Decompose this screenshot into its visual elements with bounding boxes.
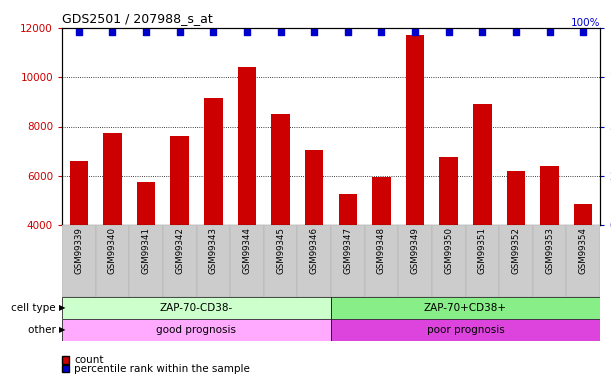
- Bar: [62, 225, 96, 297]
- Bar: [331, 319, 600, 341]
- Bar: [197, 225, 230, 297]
- Text: poor prognosis: poor prognosis: [426, 325, 504, 335]
- Text: GSM99351: GSM99351: [478, 227, 487, 274]
- Bar: [338, 194, 357, 324]
- Point: [74, 29, 84, 35]
- Bar: [264, 225, 298, 297]
- Bar: [365, 225, 398, 297]
- Bar: [566, 225, 600, 297]
- Text: ▶: ▶: [59, 303, 65, 312]
- Text: GSM99353: GSM99353: [545, 227, 554, 274]
- Bar: [204, 98, 222, 324]
- Text: GSM99340: GSM99340: [108, 227, 117, 274]
- Bar: [62, 319, 331, 341]
- Bar: [170, 136, 189, 324]
- Point: [544, 29, 554, 35]
- Text: GSM99339: GSM99339: [75, 227, 83, 274]
- Text: GSM99346: GSM99346: [310, 227, 319, 274]
- Bar: [406, 35, 424, 324]
- Bar: [574, 204, 593, 324]
- Point: [276, 29, 285, 35]
- Bar: [533, 225, 566, 297]
- Point: [208, 29, 218, 35]
- Bar: [137, 182, 155, 324]
- Point: [309, 29, 319, 35]
- Bar: [103, 133, 122, 324]
- Bar: [540, 166, 559, 324]
- Bar: [62, 297, 331, 319]
- Bar: [238, 68, 256, 324]
- Point: [242, 29, 252, 35]
- Text: GSM99344: GSM99344: [243, 227, 252, 274]
- Text: GSM99341: GSM99341: [142, 227, 150, 274]
- Bar: [305, 150, 323, 324]
- Bar: [298, 225, 331, 297]
- Bar: [271, 114, 290, 324]
- Text: good prognosis: good prognosis: [156, 325, 236, 335]
- Point: [343, 29, 353, 35]
- Bar: [432, 225, 466, 297]
- Point: [376, 29, 386, 35]
- Text: ZAP-70-CD38-: ZAP-70-CD38-: [160, 303, 233, 313]
- Point: [410, 29, 420, 35]
- Point: [175, 29, 185, 35]
- Bar: [466, 225, 499, 297]
- Bar: [70, 161, 88, 324]
- Text: GSM99343: GSM99343: [209, 227, 218, 274]
- Point: [444, 29, 453, 35]
- Text: GSM99348: GSM99348: [377, 227, 386, 274]
- Point: [141, 29, 151, 35]
- Text: percentile rank within the sample: percentile rank within the sample: [74, 364, 250, 374]
- Text: GSM99342: GSM99342: [175, 227, 184, 274]
- Text: GSM99352: GSM99352: [511, 227, 521, 274]
- Text: GDS2501 / 207988_s_at: GDS2501 / 207988_s_at: [62, 12, 213, 25]
- Point: [108, 29, 117, 35]
- Bar: [96, 225, 130, 297]
- Bar: [473, 104, 492, 324]
- Bar: [507, 171, 525, 324]
- Bar: [439, 157, 458, 324]
- Point: [477, 29, 487, 35]
- Text: GSM99350: GSM99350: [444, 227, 453, 274]
- Bar: [331, 225, 365, 297]
- Text: GSM99349: GSM99349: [411, 227, 420, 274]
- Text: ZAP-70+CD38+: ZAP-70+CD38+: [424, 303, 507, 313]
- Bar: [499, 225, 533, 297]
- Text: GSM99354: GSM99354: [579, 227, 588, 274]
- Point: [578, 29, 588, 35]
- Bar: [163, 225, 197, 297]
- Text: GSM99347: GSM99347: [343, 227, 353, 274]
- Text: ▶: ▶: [59, 326, 65, 334]
- Text: count: count: [74, 355, 104, 365]
- Bar: [130, 225, 163, 297]
- Text: 100%: 100%: [571, 18, 600, 28]
- Text: other: other: [28, 325, 59, 335]
- Text: cell type: cell type: [11, 303, 59, 313]
- Bar: [331, 297, 600, 319]
- Bar: [398, 225, 432, 297]
- Bar: [372, 177, 390, 324]
- Bar: [230, 225, 264, 297]
- Text: GSM99345: GSM99345: [276, 227, 285, 274]
- Point: [511, 29, 521, 35]
